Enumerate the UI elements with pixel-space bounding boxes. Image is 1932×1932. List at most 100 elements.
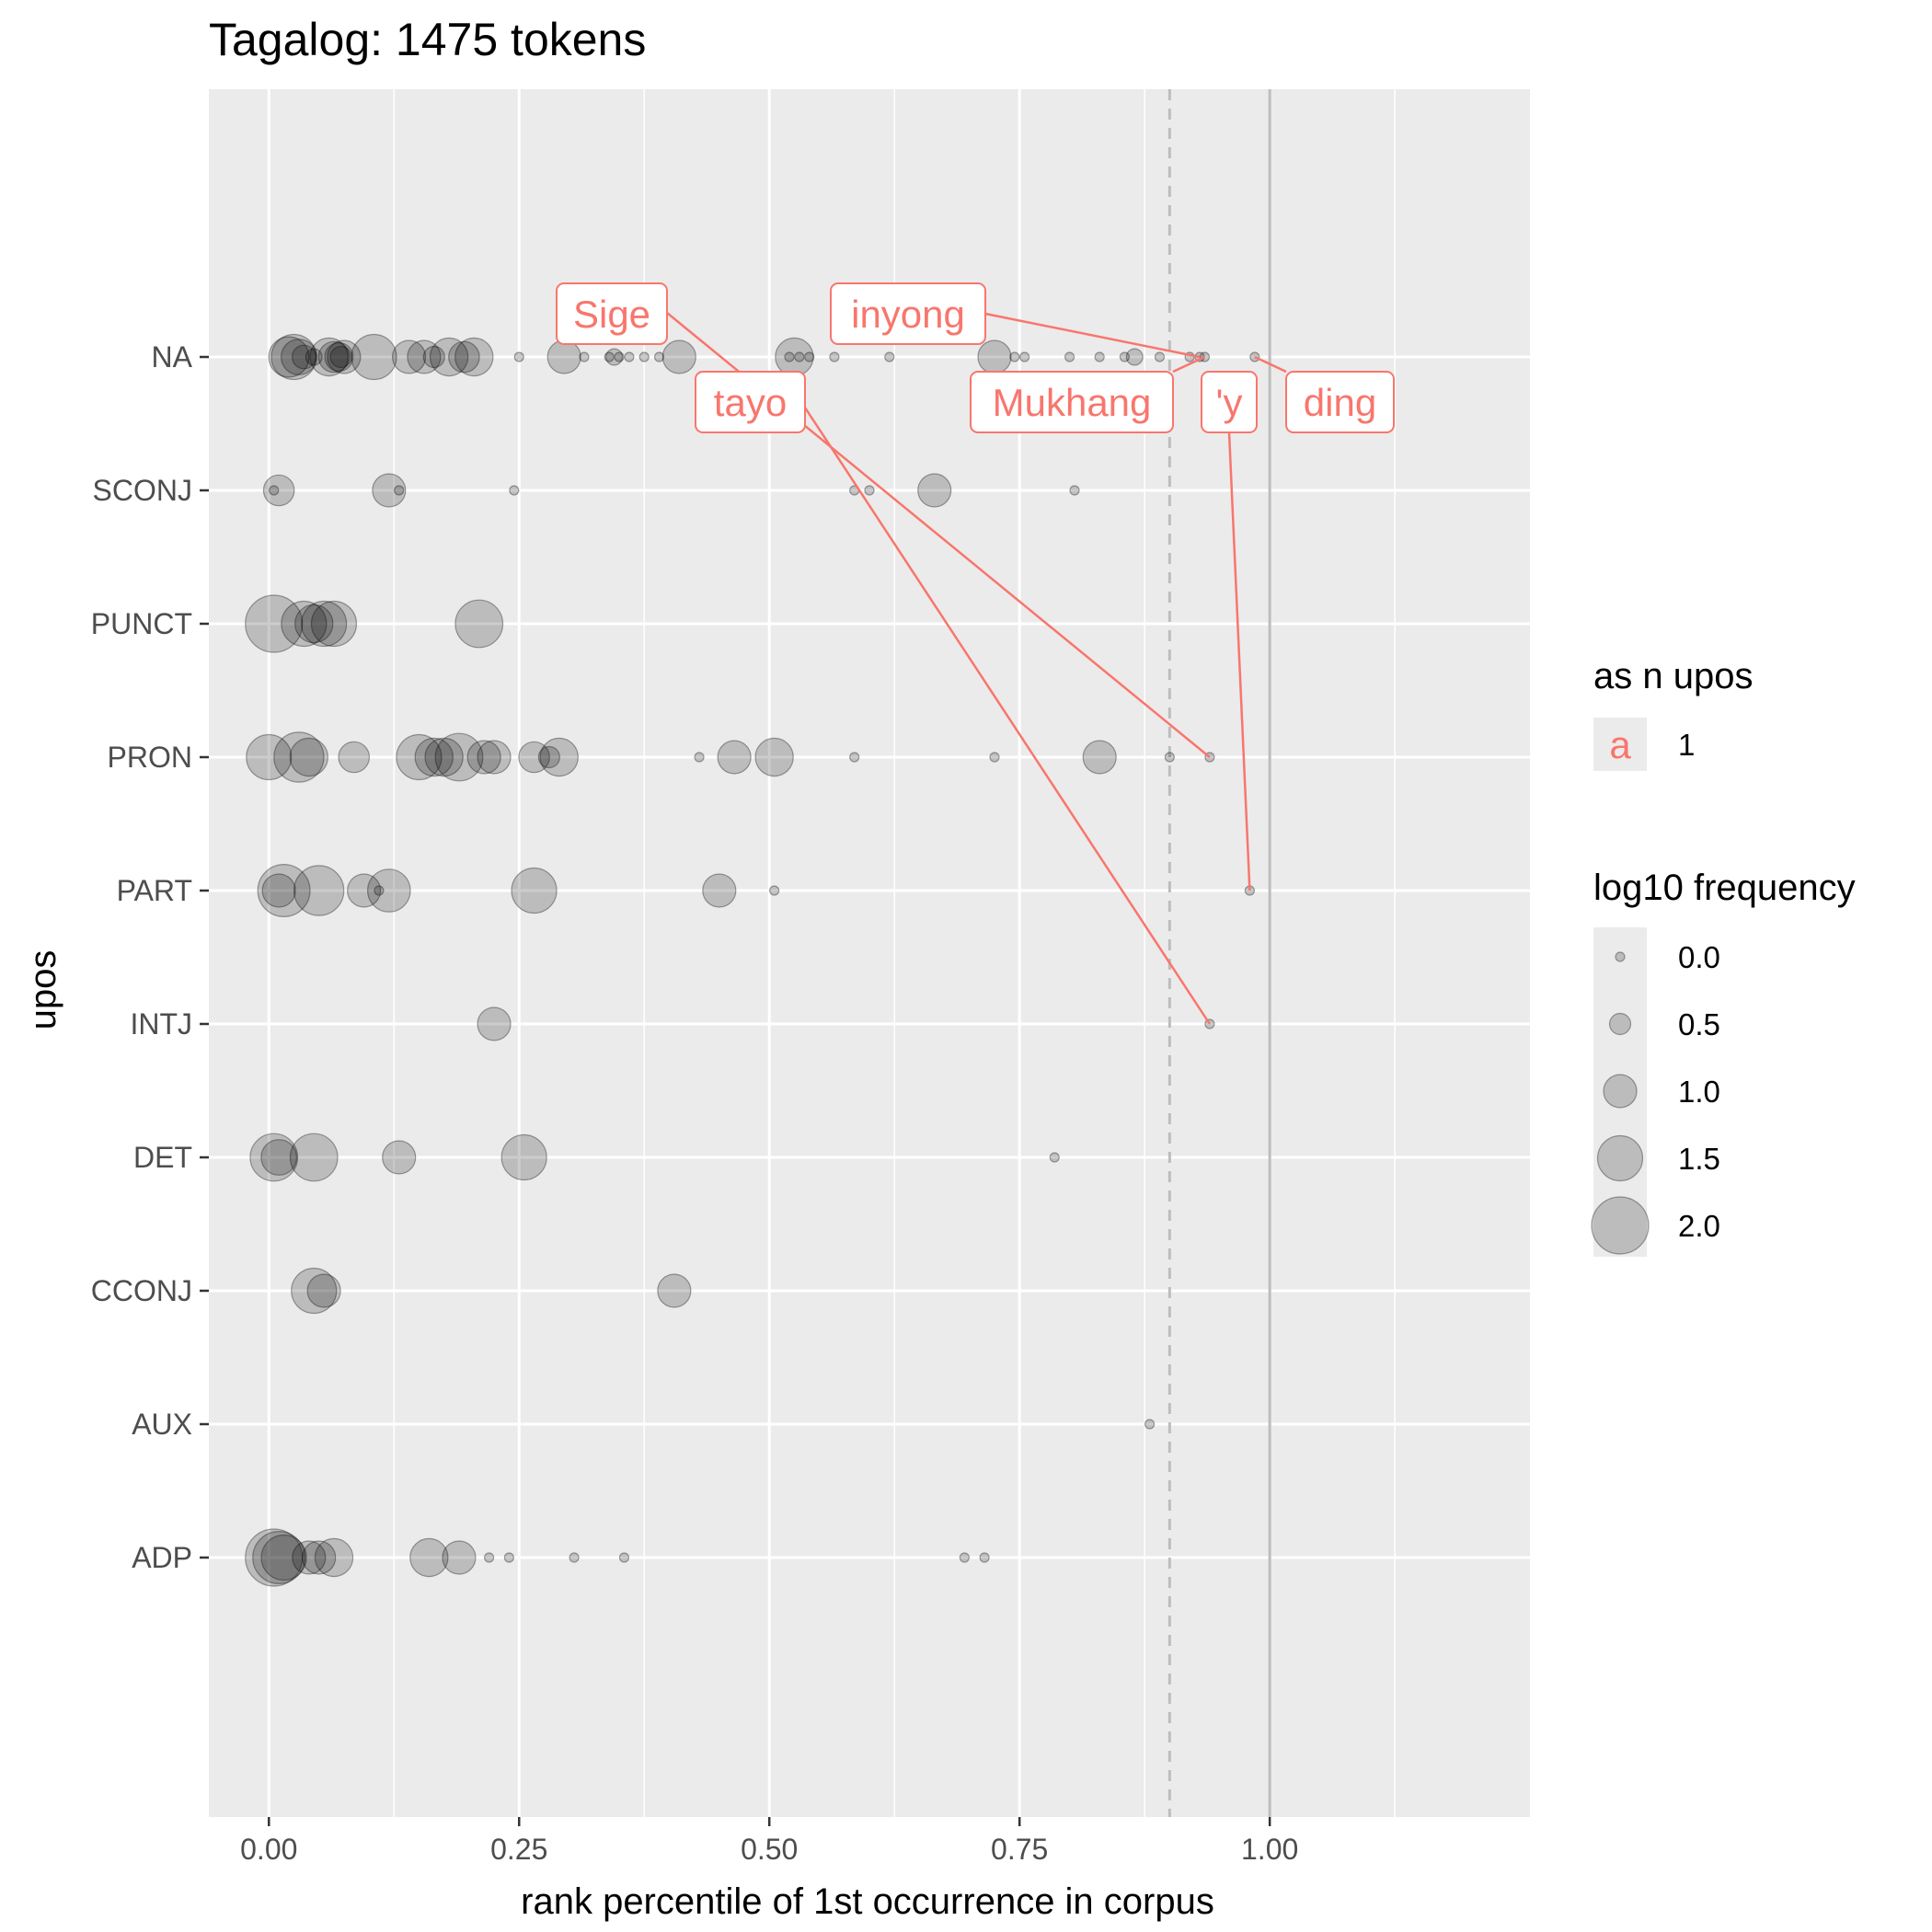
data-point: [569, 1552, 580, 1563]
data-point: [509, 485, 520, 496]
point-label: ding: [1285, 371, 1395, 433]
y-tick-label: AUX: [132, 1408, 192, 1441]
legend-size-key: [1603, 1074, 1638, 1109]
legend-size-key: [1596, 1134, 1644, 1182]
data-point: [539, 737, 579, 777]
data-point: [374, 885, 385, 896]
data-point: [281, 600, 328, 648]
data-point: [917, 473, 952, 508]
data-point: [338, 741, 371, 774]
legend-label: 1: [1678, 728, 1695, 762]
data-point: [429, 337, 469, 377]
data-point: [245, 594, 304, 653]
x-tick-label: 0.50: [741, 1833, 798, 1866]
point-label: Mukhang: [970, 371, 1174, 433]
data-point: [794, 351, 805, 362]
legend-size-label: 0.0: [1678, 940, 1720, 974]
y-tick-label: INTJ: [130, 1007, 192, 1041]
data-point: [1164, 752, 1175, 763]
data-point: [513, 351, 524, 362]
data-point: [466, 740, 501, 775]
data-point: [500, 1133, 547, 1181]
point-label-text: Sige: [573, 293, 650, 336]
data-point: [246, 733, 293, 781]
data-point: [260, 1534, 307, 1581]
point-label-text: 'y: [1215, 381, 1242, 424]
x-axis: 0.00 0.25 0.50 0.75 1.00: [240, 1817, 1298, 1866]
point-label: 'y: [1201, 371, 1258, 433]
data-point: [409, 1537, 449, 1578]
data-point: [624, 351, 635, 362]
data-point: [546, 339, 581, 374]
data-point: [864, 485, 875, 496]
data-point: [294, 604, 334, 644]
point-label-text: ding: [1304, 381, 1376, 424]
x-tick-label: 0.75: [991, 1833, 1048, 1866]
legend-size-label: 1.0: [1678, 1075, 1720, 1109]
data-point: [292, 1540, 327, 1575]
data-point: [273, 731, 325, 783]
data-point: [661, 339, 696, 374]
data-point: [1009, 351, 1020, 362]
x-tick-label: 0.00: [240, 1833, 297, 1866]
data-point: [372, 473, 407, 508]
y-tick-label: PRON: [108, 741, 192, 774]
data-point: [754, 737, 794, 777]
data-point: [442, 1540, 477, 1575]
label-connector: [803, 407, 1211, 1025]
size-legend: 0.0 0.5 1.0 1.5 2.0: [1591, 927, 1720, 1257]
data-point: [367, 868, 411, 913]
data-point: [638, 351, 650, 362]
data-point: [1125, 348, 1144, 366]
data-point: [327, 339, 362, 374]
point-label-text: inyong: [851, 293, 965, 336]
label-connector: [984, 312, 1201, 359]
y-tick-label: PUNCT: [91, 607, 192, 640]
data-point: [347, 873, 382, 908]
data-point: [1144, 1419, 1156, 1430]
data-point: [977, 339, 1012, 374]
label-connector: [1172, 355, 1205, 374]
data-point: [1119, 351, 1131, 362]
data-point: [694, 752, 705, 763]
data-point: [653, 351, 665, 362]
data-point: [260, 1139, 298, 1176]
data-point: [849, 752, 860, 763]
data-point: [310, 600, 358, 648]
point-label-text: Mukhang: [993, 381, 1152, 424]
data-point: [477, 1006, 512, 1041]
data-point: [317, 340, 351, 374]
data-point: [245, 1528, 304, 1587]
data-point: [257, 863, 311, 917]
point-label: tayo: [695, 371, 806, 433]
data-points: [245, 333, 1260, 1587]
x-tick-label: 0.25: [490, 1833, 547, 1866]
size-legend-title: log10 frequency: [1593, 868, 1856, 908]
size-legend-background: [1593, 927, 1647, 1257]
data-point: [289, 1133, 339, 1182]
y-tick-label: DET: [133, 1141, 192, 1174]
legend-size-key: [1615, 951, 1626, 962]
data-point: [291, 344, 316, 370]
y-tick-label: NA: [152, 340, 193, 374]
data-point: [305, 348, 323, 366]
data-point: [454, 599, 504, 649]
data-point: [784, 351, 795, 362]
data-point: [329, 345, 352, 369]
data-point: [804, 351, 815, 362]
data-point: [884, 351, 895, 362]
y-tick-label: PART: [117, 874, 192, 907]
y-axis: NA SCONJ PUNCT PRON PART INTJ DET CCONJ AUX ADP: [91, 340, 209, 1574]
data-point: [477, 740, 512, 775]
data-point: [293, 865, 345, 916]
data-point: [289, 737, 328, 777]
chart-title: Tagalog: 1475 tokens: [209, 14, 646, 65]
data-point: [351, 333, 397, 381]
data-point: [657, 1273, 692, 1308]
data-point: [394, 485, 405, 496]
data-point: [261, 873, 296, 908]
legend-size-label: 2.0: [1678, 1209, 1720, 1243]
data-point: [1082, 740, 1117, 775]
